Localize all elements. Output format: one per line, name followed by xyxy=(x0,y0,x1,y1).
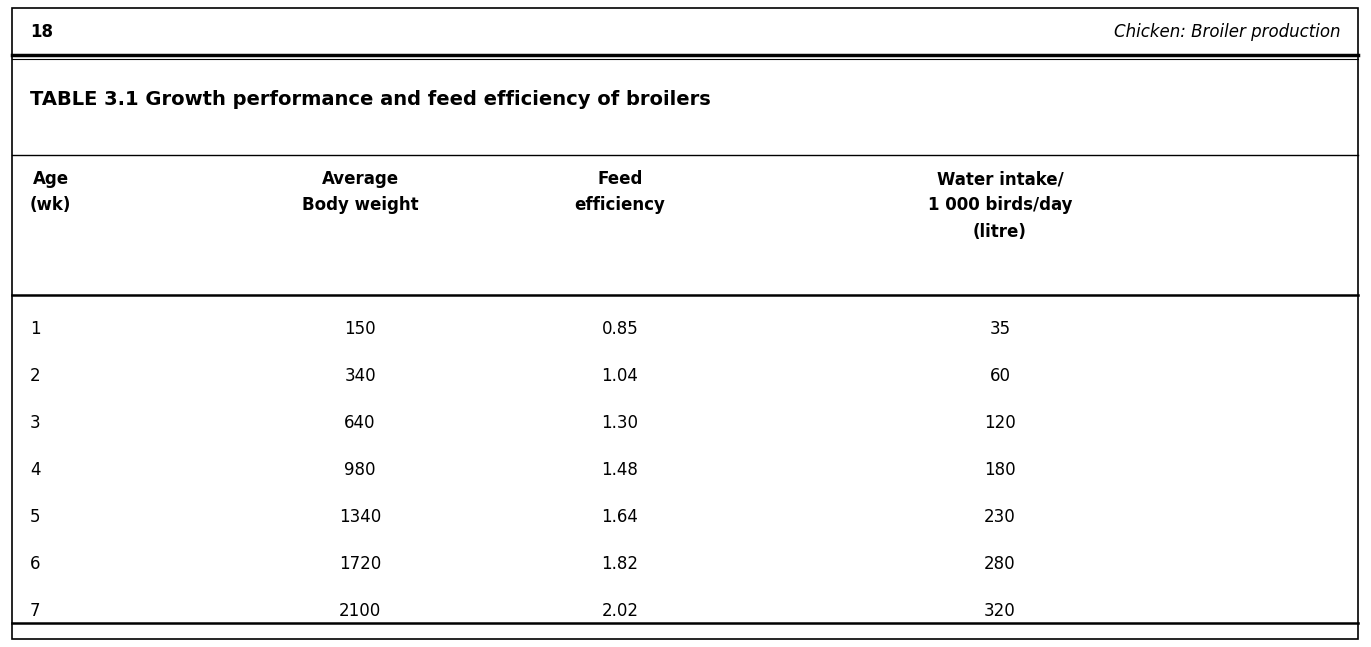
Text: 150: 150 xyxy=(344,320,376,338)
Text: Feed
efficiency: Feed efficiency xyxy=(574,170,665,214)
Text: TABLE 3.1 Growth performance and feed efficiency of broilers: TABLE 3.1 Growth performance and feed ef… xyxy=(30,90,710,109)
Text: Chicken: Broiler production: Chicken: Broiler production xyxy=(1113,23,1339,41)
Text: 3: 3 xyxy=(30,414,41,432)
Text: 1340: 1340 xyxy=(339,508,381,526)
Text: 1.48: 1.48 xyxy=(602,461,639,479)
Text: 6: 6 xyxy=(30,555,41,573)
Text: Water intake/
1 000 birds/day
(litre): Water intake/ 1 000 birds/day (litre) xyxy=(928,170,1072,241)
Text: 2: 2 xyxy=(30,367,41,385)
Text: 0.85: 0.85 xyxy=(602,320,639,338)
Text: 4: 4 xyxy=(30,461,41,479)
Text: 180: 180 xyxy=(984,461,1016,479)
Text: 980: 980 xyxy=(344,461,376,479)
Text: 18: 18 xyxy=(30,23,53,41)
Text: 7: 7 xyxy=(30,602,41,620)
Text: 1720: 1720 xyxy=(339,555,381,573)
Text: 60: 60 xyxy=(990,367,1010,385)
Text: 230: 230 xyxy=(984,508,1016,526)
Text: 2100: 2100 xyxy=(339,602,381,620)
Text: 640: 640 xyxy=(344,414,376,432)
Text: 5: 5 xyxy=(30,508,41,526)
Text: 1.64: 1.64 xyxy=(602,508,639,526)
Text: Average
Body weight: Average Body weight xyxy=(302,170,418,214)
Text: 1.04: 1.04 xyxy=(602,367,639,385)
Text: Age
(wk): Age (wk) xyxy=(30,170,71,214)
Text: 340: 340 xyxy=(344,367,376,385)
Text: 35: 35 xyxy=(990,320,1010,338)
Text: 120: 120 xyxy=(984,414,1016,432)
Text: 320: 320 xyxy=(984,602,1016,620)
Text: 1: 1 xyxy=(30,320,41,338)
Text: 2.02: 2.02 xyxy=(602,602,639,620)
Text: 1.30: 1.30 xyxy=(602,414,639,432)
Text: 1.82: 1.82 xyxy=(602,555,639,573)
Text: 280: 280 xyxy=(984,555,1016,573)
